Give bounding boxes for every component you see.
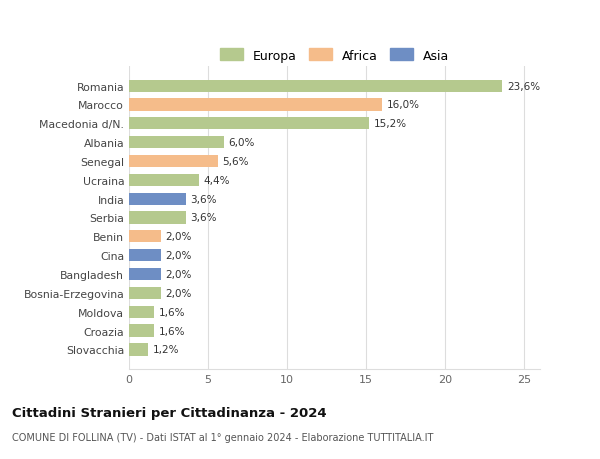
Bar xyxy=(129,269,161,280)
Bar xyxy=(129,193,186,205)
Bar xyxy=(129,174,199,186)
Text: 5,6%: 5,6% xyxy=(222,157,249,167)
Bar xyxy=(129,156,218,168)
Text: 3,6%: 3,6% xyxy=(191,194,217,204)
Text: 1,2%: 1,2% xyxy=(153,345,179,355)
Bar xyxy=(129,118,369,130)
Bar xyxy=(129,287,161,299)
Text: 2,0%: 2,0% xyxy=(166,251,192,261)
Text: 4,4%: 4,4% xyxy=(203,175,230,185)
Bar xyxy=(129,137,224,149)
Text: 6,0%: 6,0% xyxy=(229,138,255,148)
Bar xyxy=(129,212,186,224)
Text: 2,0%: 2,0% xyxy=(166,288,192,298)
Legend: Europa, Africa, Asia: Europa, Africa, Asia xyxy=(217,45,452,66)
Bar xyxy=(129,343,148,356)
Text: 23,6%: 23,6% xyxy=(507,81,540,91)
Text: 3,6%: 3,6% xyxy=(191,213,217,223)
Bar xyxy=(129,99,382,112)
Bar xyxy=(129,325,154,337)
Text: 2,0%: 2,0% xyxy=(166,232,192,242)
Text: Cittadini Stranieri per Cittadinanza - 2024: Cittadini Stranieri per Cittadinanza - 2… xyxy=(12,406,326,419)
Text: 1,6%: 1,6% xyxy=(159,307,185,317)
Text: COMUNE DI FOLLINA (TV) - Dati ISTAT al 1° gennaio 2024 - Elaborazione TUTTITALIA: COMUNE DI FOLLINA (TV) - Dati ISTAT al 1… xyxy=(12,432,433,442)
Bar xyxy=(129,231,161,243)
Text: 16,0%: 16,0% xyxy=(386,100,419,110)
Bar xyxy=(129,250,161,262)
Text: 15,2%: 15,2% xyxy=(374,119,407,129)
Text: 2,0%: 2,0% xyxy=(166,269,192,280)
Bar xyxy=(129,306,154,318)
Bar xyxy=(129,80,502,93)
Text: 1,6%: 1,6% xyxy=(159,326,185,336)
